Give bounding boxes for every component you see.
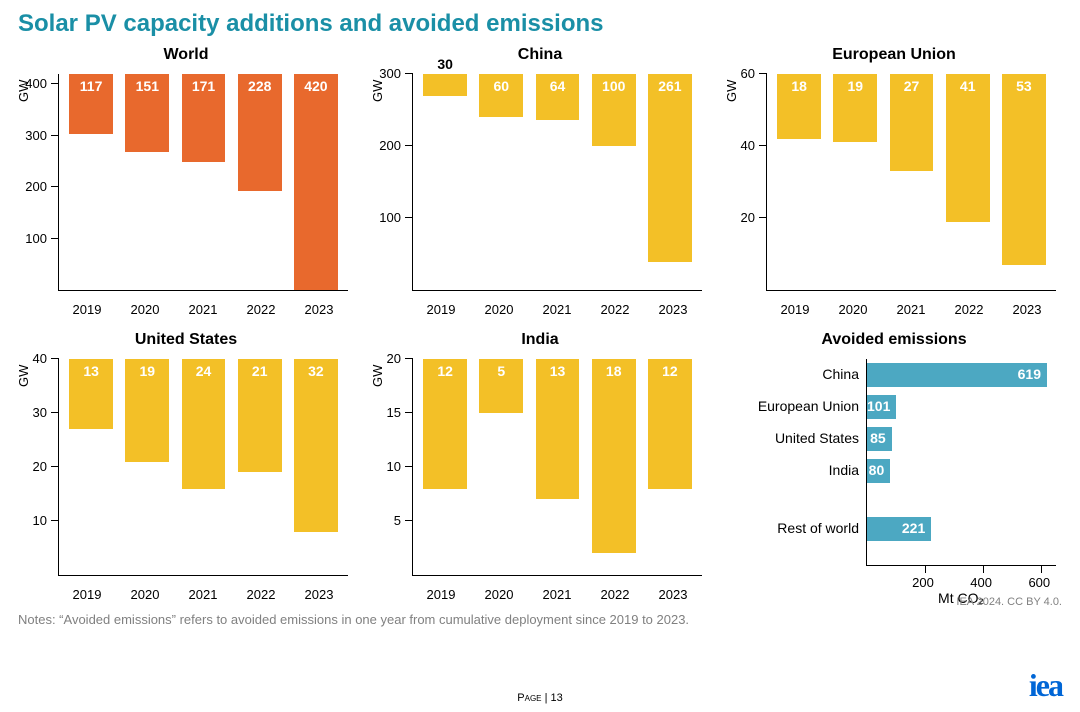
bar: 41 [946, 74, 990, 222]
y-axis-label: GW [724, 80, 739, 102]
bar: 18 [592, 359, 636, 553]
attribution: IEA 2024. CC BY 4.0. [956, 596, 1062, 608]
bar-value-label: 420 [294, 78, 338, 94]
bar: 30 [423, 74, 467, 96]
bar-value-label: 18 [777, 78, 821, 94]
bar: 19 [125, 359, 169, 462]
y-axis-label: GW [16, 365, 31, 387]
bar-value-label: 24 [182, 363, 226, 379]
bar-value-label: 261 [648, 78, 692, 94]
bar: 13 [536, 359, 580, 499]
hbar-category: India [724, 462, 867, 478]
chart-title: European Union [726, 46, 1062, 64]
chart-panel-2: European UnionGW204060181927415320192020… [726, 46, 1062, 321]
page: Solar PV capacity additions and avoided … [0, 0, 1080, 712]
bar: 12 [423, 359, 467, 489]
hbar: 221 [867, 517, 931, 541]
plot-area: 100200300400117151171228420 [58, 74, 348, 291]
bar-value-label: 100 [592, 78, 636, 94]
bar-value-label: 30 [423, 56, 467, 72]
plot-area: 102030401319242132 [58, 359, 348, 576]
chart-panel-1: ChinaGW100200300306064100261201920202021… [372, 46, 708, 321]
x-axis-labels: 20192020202120222023 [766, 302, 1056, 317]
chart-panel-3: United StatesGW1020304013192421322019202… [18, 331, 354, 606]
page-footer: Page | 13 [0, 692, 1080, 704]
bar: 24 [182, 359, 226, 489]
bar-value-label: 5 [479, 363, 523, 379]
chart-title: Avoided emissions [726, 331, 1062, 349]
x-axis-labels: 20192020202120222023 [58, 587, 348, 602]
chart-title: United States [18, 331, 354, 349]
notes-text: Notes: “Avoided emissions” refers to avo… [18, 612, 1062, 627]
bar-value-label: 53 [1002, 78, 1046, 94]
bar-value-label: 12 [423, 363, 467, 379]
y-axis-label: GW [370, 365, 385, 387]
bar-value-label: 151 [125, 78, 169, 94]
hbar-category: Rest of world [724, 520, 867, 536]
bar: 117 [69, 74, 113, 134]
chart-panel-4: IndiaGW510152012513181220192020202120222… [372, 331, 708, 606]
bar: 53 [1002, 74, 1046, 265]
x-axis-labels: 20192020202120222023 [58, 302, 348, 317]
bar: 64 [536, 74, 580, 120]
plot-area: 2040601819274153 [766, 74, 1056, 291]
hbar-value-label: 619 [1018, 366, 1041, 382]
bar-value-label: 60 [479, 78, 523, 94]
x-axis-labels: 20192020202120222023 [412, 587, 702, 602]
hbar-value-label: 101 [867, 398, 890, 414]
bar-value-label: 19 [833, 78, 877, 94]
bar: 228 [238, 74, 282, 191]
bar: 261 [648, 74, 692, 262]
plot-area: 100200300306064100261 [412, 74, 702, 291]
hbar: 85 [867, 427, 892, 451]
bar-value-label: 228 [238, 78, 282, 94]
bar-value-label: 171 [182, 78, 226, 94]
hbar-category: United States [724, 430, 867, 446]
bar: 420 [294, 74, 338, 290]
y-axis-label: GW [370, 80, 385, 102]
bar-value-label: 13 [69, 363, 113, 379]
hbar: 101 [867, 395, 896, 419]
bar-value-label: 21 [238, 363, 282, 379]
plot-area: China619European Union101United States85… [866, 359, 1056, 566]
hbar-value-label: 85 [870, 430, 886, 446]
hbar: 619 [867, 363, 1047, 387]
page-title: Solar PV capacity additions and avoided … [18, 10, 1062, 38]
bar-value-label: 117 [69, 78, 113, 94]
bar: 100 [592, 74, 636, 146]
bar-value-label: 32 [294, 363, 338, 379]
bar-value-label: 64 [536, 78, 580, 94]
hbar-value-label: 221 [902, 520, 925, 536]
hbar: 80 [867, 459, 890, 483]
bar: 13 [69, 359, 113, 429]
bar-value-label: 18 [592, 363, 636, 379]
x-axis-labels: 20192020202120222023 [412, 302, 702, 317]
bar: 27 [890, 74, 934, 171]
bar: 18 [777, 74, 821, 139]
bar-value-label: 19 [125, 363, 169, 379]
chart-title: India [372, 331, 708, 349]
bar: 151 [125, 74, 169, 152]
bar-value-label: 27 [890, 78, 934, 94]
chart-panel-0: WorldGW100200300400117151171228420201920… [18, 46, 354, 321]
bar: 32 [294, 359, 338, 532]
plot-area: 5101520125131812 [412, 359, 702, 576]
bar: 19 [833, 74, 877, 142]
bar-value-label: 12 [648, 363, 692, 379]
bar-value-label: 41 [946, 78, 990, 94]
hbar-value-label: 80 [869, 462, 885, 478]
hbar-category: China [724, 366, 867, 382]
bar: 21 [238, 359, 282, 472]
bar: 12 [648, 359, 692, 489]
chart-title: World [18, 46, 354, 64]
bar: 171 [182, 74, 226, 162]
iea-logo: iea [1029, 667, 1062, 704]
hbar-category: European Union [724, 398, 867, 414]
bar: 60 [479, 74, 523, 117]
bar: 5 [479, 359, 523, 413]
chart-panel-5: Avoided emissionsChina619European Union1… [726, 331, 1062, 606]
bar-value-label: 13 [536, 363, 580, 379]
chart-grid: WorldGW100200300400117151171228420201920… [18, 46, 1062, 606]
